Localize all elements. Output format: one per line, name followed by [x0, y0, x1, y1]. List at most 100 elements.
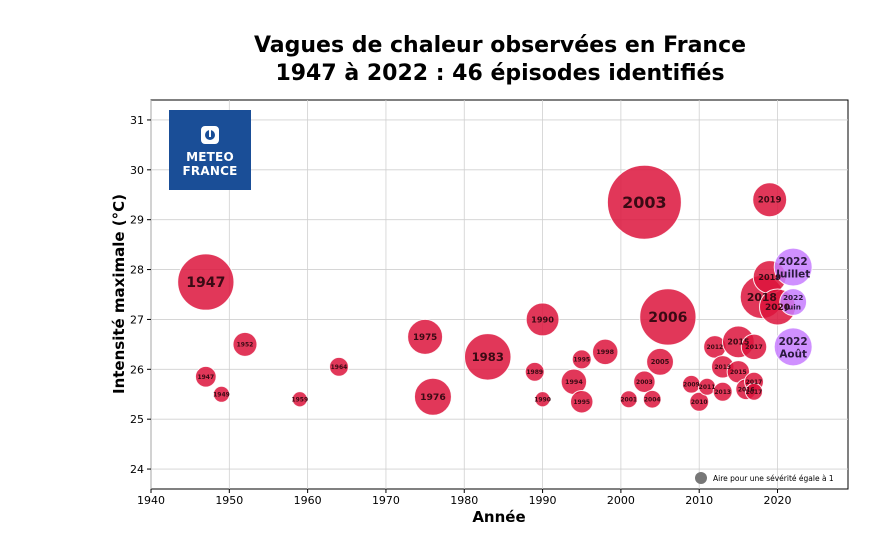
bubble-sublabel: Août: [779, 348, 807, 360]
bubble-label: 2013: [714, 389, 731, 396]
bubble-2022: [773, 327, 813, 367]
bubble-label: 2017: [746, 379, 763, 386]
bubble-label: 2016: [738, 386, 755, 393]
bubble-episode: [232, 331, 258, 357]
bubble-episode: [740, 333, 768, 361]
bubble-2022: [773, 247, 813, 287]
bubble-episode: [712, 381, 733, 402]
bubble-episode: [619, 390, 638, 409]
x-tick-label: 1950: [215, 494, 243, 507]
bubble-label: 2017: [746, 389, 763, 396]
y-tick-label: 26: [130, 363, 144, 376]
bubble-label: 2015: [730, 369, 747, 376]
bubble-label: 1947: [197, 374, 214, 381]
bubble-label: 2011: [699, 384, 716, 391]
y-tick-label: 24: [130, 463, 144, 476]
x-tick-label: 2010: [685, 494, 713, 507]
bubble-2022: [779, 288, 808, 316]
logo-text-line1: METEO: [186, 150, 234, 164]
bubble-episode: [745, 382, 764, 401]
y-tick-label: 25: [130, 413, 144, 426]
x-tick-label: 2000: [607, 494, 635, 507]
bubble-episode: [524, 361, 545, 382]
bubble-episode: [633, 370, 656, 394]
y-tick-label: 29: [130, 214, 144, 227]
y-tick-label: 30: [130, 164, 144, 177]
bubble-label: 1964: [331, 364, 348, 371]
bubble-episode: [570, 389, 594, 414]
bubble-label: 1994: [565, 379, 583, 386]
bubble-label: 2019: [758, 195, 782, 205]
x-tick-label: 1940: [137, 494, 165, 507]
bubble-episode: [194, 365, 217, 388]
bubble-label: 2003: [636, 379, 653, 386]
bubble-label-layer: 1947 1947 1949 1952 1959 1964 1975 1976 1983 1989…: [186, 193, 810, 406]
x-axis-label: Année: [472, 508, 525, 526]
chart-title: Vagues de chaleur observées en France 19…: [150, 32, 850, 88]
bubble-label: 1995: [573, 399, 590, 406]
bubble-episode: [413, 377, 452, 416]
bubble-label: 2013: [714, 364, 731, 371]
bubble-label: 1947: [186, 275, 225, 291]
bubble-episode: [642, 389, 662, 409]
bubble-label: 2009: [683, 381, 700, 388]
bubble-label: 2018: [747, 291, 777, 304]
bubble-episode: [591, 338, 619, 366]
bubble-label: 2017: [745, 344, 763, 351]
logo-text-line2: FRANCE: [182, 164, 238, 178]
bubble-label: 1990: [531, 314, 554, 324]
legend-marker: [695, 472, 707, 484]
bubble-label: 1975: [413, 333, 437, 343]
bubble-layer: [177, 164, 813, 416]
bubble-episode: [525, 302, 560, 337]
bubble-episode: [571, 349, 592, 370]
chart-title-line1: Vagues de chaleur observées en France: [253, 33, 747, 58]
x-tick-label: 1980: [450, 494, 478, 507]
bubble-label: 1952: [237, 341, 254, 348]
bubble-episode: [291, 391, 308, 408]
bubble-label: 1998: [596, 349, 614, 356]
logo-mark-icon: [201, 126, 219, 144]
bubble-label: 2022: [779, 336, 808, 348]
bubble-label: 2006: [648, 310, 687, 326]
y-tick-label: 27: [130, 313, 144, 326]
bubble-episode: [407, 318, 444, 355]
bubble-label: 2005: [651, 358, 670, 366]
bubble-label: 2012: [707, 344, 724, 351]
plot-area: [150, 99, 849, 490]
x-tick-label: 1960: [294, 494, 322, 507]
chart-title-line2: 1947 à 2022 : 46 épisodes identifiés: [275, 61, 725, 86]
bubble-episode: [646, 347, 674, 376]
bubble-label: 1959: [291, 396, 308, 403]
y-tick-label: 31: [130, 114, 144, 127]
bubble-episode: [752, 182, 788, 218]
bubble-sublabel: Juillet: [775, 269, 810, 281]
bubble-label: 2001: [620, 396, 637, 403]
x-tick-label: 2020: [764, 494, 792, 507]
bubble-label: 2019: [758, 272, 781, 282]
axis-ticks: 1940 1950 1960 1970 1980 1990 2000 2010 2020 24 25…: [130, 114, 792, 507]
bubble-label: 1995: [573, 356, 590, 363]
y-tick-label: 28: [130, 264, 144, 277]
bubble-label: 1983: [472, 350, 504, 364]
bubble-sublabel: Juin: [784, 302, 801, 311]
bubble-episode: [639, 288, 697, 346]
bubble-label: 1990: [534, 396, 551, 403]
bubble-episode: [534, 391, 551, 408]
x-tick-label: 1970: [372, 494, 400, 507]
bubble-label: 2022: [783, 293, 803, 302]
bubble-label: 2004: [644, 396, 661, 403]
bubble-episode: [177, 253, 235, 311]
x-tick-label: 1990: [529, 494, 557, 507]
bubble-label: 2020: [765, 303, 790, 313]
bubble-label: 2010: [691, 399, 708, 406]
bubble-label: 2003: [622, 193, 667, 212]
bubble-episode: [212, 385, 231, 403]
bubble-episode: [328, 356, 349, 377]
bubble-label: 1989: [526, 369, 543, 376]
bubble-label: 2015: [727, 338, 749, 347]
bubble-label: 1976: [420, 392, 446, 403]
legend-text: Aire pour une sévérité égale à 1: [713, 474, 834, 483]
bubble-episode: [606, 164, 682, 240]
